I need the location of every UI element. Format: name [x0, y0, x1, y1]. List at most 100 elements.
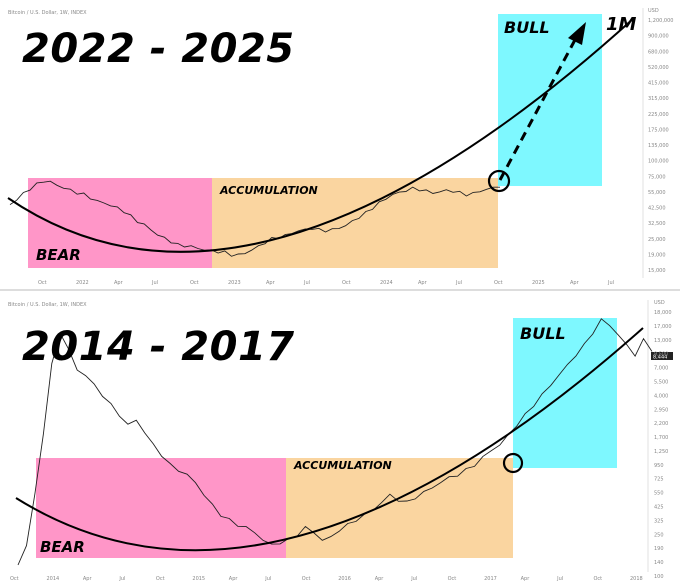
zone-bear-top: [28, 178, 212, 268]
y-tick-label: 1,700: [654, 435, 668, 441]
x-tick-label: Oct: [10, 576, 19, 582]
y-tick-labels-bottom: 18,000 17,000 13,000 9,500 7,000 5,500 4,000 2,…: [654, 310, 672, 580]
y-tick-label: 725: [654, 477, 664, 483]
x-tick-label: Jul: [151, 280, 158, 286]
price-line-bottom: [17, 318, 653, 566]
zone-label-bear-top: BEAR: [36, 246, 81, 264]
y-tick-label: 325: [654, 518, 664, 524]
x-tick-label: 2022: [76, 280, 89, 286]
y-tick-label: 1,250: [654, 449, 668, 455]
price-series-top: [9, 180, 500, 257]
y-tick-label: 5,500: [654, 380, 668, 386]
y-tick-label: 55,000: [648, 190, 666, 196]
x-tick-labels-top: Oct 2022 Apr Jul Oct 2023 Apr Jul Oct 2024 Apr Jul O…: [38, 280, 614, 286]
y-tick-label: 550: [654, 491, 664, 497]
y-tick-label: 2,950: [654, 407, 668, 413]
x-tick-label: Apr: [375, 576, 385, 582]
zone-label-bear-bottom: BEAR: [40, 538, 85, 556]
y-tick-label: 1,200,000: [648, 18, 673, 24]
x-tick-label: Oct: [494, 280, 503, 286]
currency-label-bottom: USD: [654, 300, 665, 306]
y-tick-label: 950: [654, 463, 664, 469]
x-tick-label: Jul: [556, 576, 563, 582]
y-tick-label: 25,000: [648, 237, 666, 243]
chart-panel-2022-2025: 1,200,000 900,000 680,000 520,000 415,000 315…: [0, 0, 680, 288]
arrow-head-icon: [568, 22, 586, 45]
zone-accumulation-top: [212, 178, 498, 268]
price-line-top: [9, 180, 500, 257]
x-tick-label: 2023: [228, 280, 241, 286]
y-tick-label: 100: [654, 574, 664, 580]
x-tick-label: 2017: [484, 576, 497, 582]
y-tick-label: 7,000: [654, 366, 668, 372]
y-tick-label: 520,000: [648, 65, 669, 71]
x-tick-label: 2015: [192, 576, 205, 582]
x-tick-label: Apr: [83, 576, 93, 582]
currency-label-top: USD: [648, 8, 659, 14]
x-tick-label: Oct: [302, 576, 311, 582]
x-tick-label: Apr: [570, 280, 580, 286]
y-tick-label: 900,000: [648, 34, 669, 40]
x-tick-label: Oct: [448, 576, 457, 582]
zone-bull-top: [498, 14, 602, 186]
x-tick-label: Apr: [521, 576, 531, 582]
y-tick-label: 32,500: [648, 221, 666, 227]
x-tick-label: Oct: [342, 280, 351, 286]
x-tick-label: Jul: [264, 576, 271, 582]
y-tick-label: 190: [654, 546, 664, 552]
x-tick-label: Apr: [418, 280, 428, 286]
x-tick-label: 2024: [380, 280, 393, 286]
last-price-badge: [651, 352, 673, 360]
chart-svg-bottom: 8,444 18,000 17,000 13,000 9,500 7,000 5,500 4…: [10, 300, 673, 582]
x-tick-label: Oct: [190, 280, 199, 286]
x-tick-label: Jul: [303, 280, 310, 286]
y-tick-label: 100,000: [648, 159, 669, 165]
y-tick-labels-top: 1,200,000 900,000 680,000 520,000 415,000 315…: [648, 18, 673, 274]
x-tick-label: 2018: [630, 576, 643, 582]
y-tick-label: 4,000: [654, 393, 668, 399]
parabolic-curve-bottom: [15, 327, 644, 552]
x-tick-label: Jul: [607, 280, 614, 286]
zone-accumulation-bottom: [286, 458, 513, 558]
y-tick-label: 18,000: [654, 310, 672, 316]
x-tick-label: Jul: [410, 576, 417, 582]
x-tick-label: Apr: [114, 280, 124, 286]
breakout-circle-bottom: [502, 452, 524, 474]
chart-source-label-bottom: Bitcoin / U.S. Dollar, 1W, INDEX: [8, 302, 87, 308]
x-tick-label: 2025: [532, 280, 545, 286]
zone-label-bull-top: BULL: [504, 18, 550, 37]
y-tick-label: 42,500: [648, 206, 666, 212]
y-tick-label: 75,000: [648, 174, 666, 180]
price-series-bottom: [17, 318, 653, 566]
chart-title-top: 2022 - 2025: [22, 26, 295, 72]
y-tick-label: 15,000: [648, 268, 666, 274]
y-tick-label: 315,000: [648, 96, 669, 102]
x-tick-label: 2014: [47, 576, 60, 582]
y-tick-label: 19,000: [648, 252, 666, 258]
parabolic-curve-top: [7, 17, 635, 253]
y-tick-label: 13,000: [654, 338, 672, 344]
x-tick-label: Oct: [38, 280, 47, 286]
y-tick-label: 250: [654, 532, 664, 538]
y-tick-label: 425: [654, 505, 664, 511]
x-tick-label: Apr: [229, 576, 239, 582]
y-tick-label: 135,000: [648, 143, 669, 149]
y-tick-label: 680,000: [648, 49, 669, 55]
chart-svg-top: 1,200,000 900,000 680,000 520,000 415,000 315…: [7, 8, 673, 286]
chart-panel-2014-2017: 8,444 18,000 17,000 13,000 9,500 7,000 5,500 4…: [0, 292, 680, 588]
x-tick-label: Jul: [118, 576, 125, 582]
x-tick-label: Apr: [266, 280, 276, 286]
annotation-1m: 1M: [606, 14, 637, 35]
zone-label-accumulation-bottom: ACCUMULATION: [294, 459, 392, 472]
y-tick-label: 17,000: [654, 324, 672, 330]
x-tick-labels-bottom: Oct 2014 Apr Jul Oct 2015 Apr Jul Oct 2016 Apr Jul O…: [10, 576, 643, 582]
y-tick-label: 415,000: [648, 81, 669, 87]
x-tick-label: Oct: [156, 576, 165, 582]
dashed-projection-arrow: [498, 37, 578, 181]
zone-label-accumulation-top: ACCUMULATION: [220, 184, 318, 197]
breakout-circle-top: [487, 169, 511, 193]
y-tick-label: 2,200: [654, 421, 668, 427]
y-tick-label: 9,500: [654, 352, 668, 358]
chart-source-label-top: Bitcoin / U.S. Dollar, 1W, INDEX: [8, 10, 87, 16]
zone-label-bull-bottom: BULL: [520, 324, 566, 343]
